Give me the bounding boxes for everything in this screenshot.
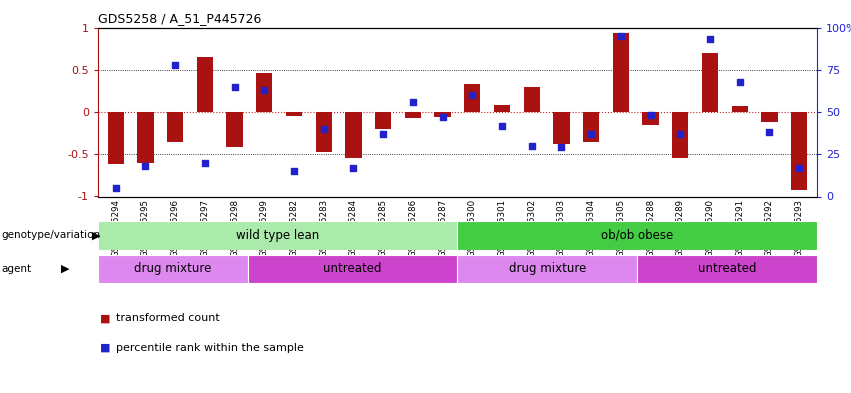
Point xyxy=(762,129,776,136)
Bar xyxy=(248,255,458,283)
Bar xyxy=(226,112,243,147)
Point xyxy=(228,83,242,90)
Bar xyxy=(316,112,332,152)
Bar xyxy=(523,86,540,112)
Bar xyxy=(98,255,248,283)
Bar xyxy=(553,112,569,144)
Point xyxy=(406,99,420,105)
Text: ■: ■ xyxy=(100,313,111,323)
Bar xyxy=(98,221,458,250)
Bar xyxy=(702,53,718,112)
Bar xyxy=(167,112,183,141)
Point xyxy=(346,165,360,171)
Point xyxy=(317,126,330,132)
Bar xyxy=(464,84,481,112)
Bar xyxy=(346,112,362,158)
Point xyxy=(495,122,509,129)
Bar xyxy=(286,112,302,116)
Bar xyxy=(197,57,213,112)
Text: ▶: ▶ xyxy=(61,264,70,274)
Point xyxy=(614,33,628,39)
Text: percentile rank within the sample: percentile rank within the sample xyxy=(116,343,304,353)
Bar xyxy=(494,105,510,112)
Bar xyxy=(137,112,153,163)
Bar xyxy=(458,255,637,283)
Point xyxy=(258,87,271,93)
Bar xyxy=(762,112,778,122)
Text: drug mixture: drug mixture xyxy=(509,262,586,275)
Bar xyxy=(458,221,817,250)
Text: untreated: untreated xyxy=(323,262,382,275)
Point xyxy=(109,185,123,191)
Bar xyxy=(405,112,421,118)
Point xyxy=(733,79,746,85)
Point xyxy=(673,131,687,137)
Point xyxy=(465,92,479,98)
Point xyxy=(198,160,212,166)
Text: ■: ■ xyxy=(100,343,111,353)
Point xyxy=(525,143,539,149)
Point xyxy=(792,165,806,171)
Point xyxy=(643,112,657,119)
Text: agent: agent xyxy=(2,264,31,274)
Point xyxy=(168,62,182,68)
Bar xyxy=(672,112,688,158)
Bar xyxy=(613,33,629,112)
Text: GDS5258 / A_51_P445726: GDS5258 / A_51_P445726 xyxy=(98,12,261,25)
Point xyxy=(376,131,390,137)
Point xyxy=(555,144,568,151)
Bar xyxy=(583,112,599,141)
Point xyxy=(287,168,300,174)
Bar xyxy=(732,106,748,112)
Point xyxy=(139,163,152,169)
Bar xyxy=(434,112,451,117)
Point xyxy=(703,36,717,42)
Text: wild type lean: wild type lean xyxy=(236,229,319,242)
Bar xyxy=(107,112,124,164)
Text: untreated: untreated xyxy=(698,262,757,275)
Text: drug mixture: drug mixture xyxy=(134,262,211,275)
Bar xyxy=(375,112,391,129)
Point xyxy=(585,131,598,137)
Bar xyxy=(643,112,659,125)
Bar xyxy=(637,255,817,283)
Text: ▶: ▶ xyxy=(92,230,100,241)
Text: ob/ob obese: ob/ob obese xyxy=(601,229,673,242)
Point xyxy=(436,114,449,120)
Bar xyxy=(791,112,808,190)
Text: transformed count: transformed count xyxy=(116,313,220,323)
Bar xyxy=(256,73,272,112)
Text: genotype/variation: genotype/variation xyxy=(2,230,100,241)
